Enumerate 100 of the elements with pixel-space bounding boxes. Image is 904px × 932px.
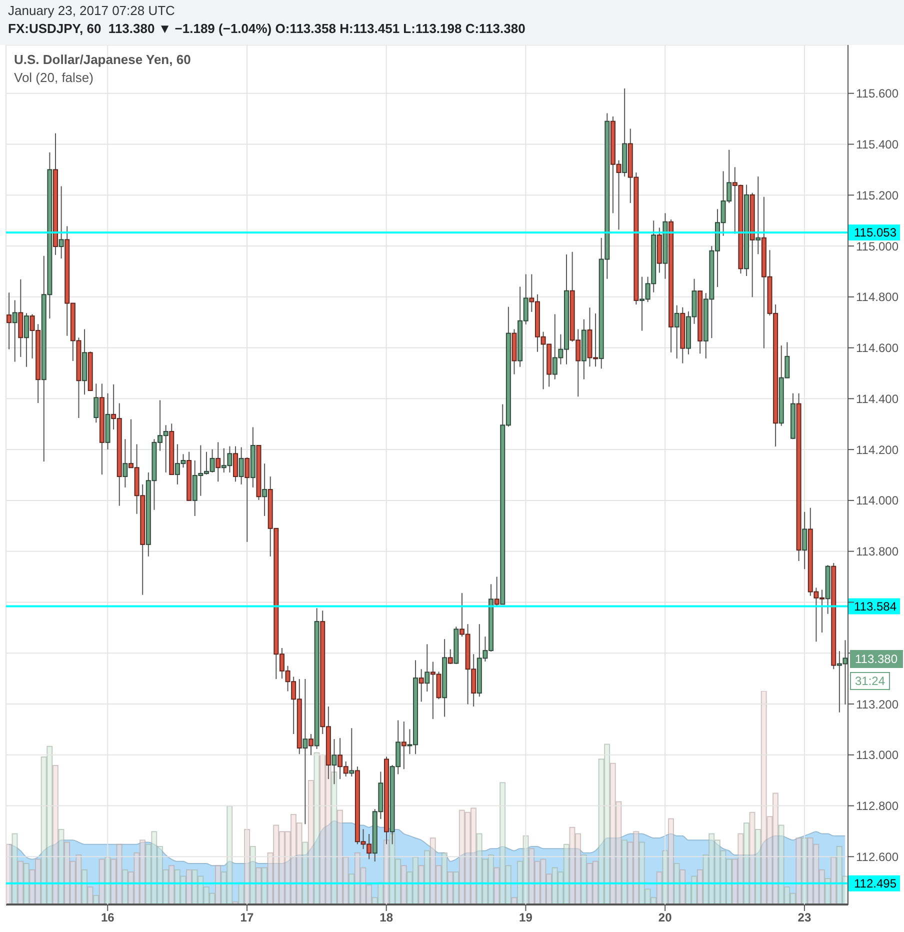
candlestick (424, 644, 430, 692)
ref-line-label: 115.053 (854, 226, 897, 240)
bar (320, 754, 326, 904)
candlestick (24, 312, 29, 368)
bar (203, 886, 210, 904)
y-tick-label: 112.600 (856, 850, 899, 864)
bar (644, 888, 651, 904)
bar (256, 867, 262, 904)
bar (336, 810, 343, 904)
bar (668, 818, 674, 904)
bar (569, 826, 576, 904)
bar (546, 874, 552, 904)
bar (302, 842, 308, 904)
y-tick-label: 114.400 (856, 392, 899, 406)
bar (500, 782, 506, 904)
candlestick (238, 446, 244, 485)
bar (93, 894, 100, 904)
bar (453, 872, 460, 904)
bar (738, 833, 744, 904)
bar (46, 746, 53, 904)
bar (592, 860, 598, 904)
candlestick (349, 728, 354, 778)
candlestick (262, 463, 268, 516)
bar (558, 872, 564, 904)
ref-line-label: 113.584 (854, 599, 897, 614)
bar (122, 869, 128, 904)
candlestick (58, 186, 64, 259)
annotation: Vol (20, false) (14, 69, 94, 87)
x-tick-label: 17 (240, 910, 254, 925)
x-tick-label: 19 (519, 910, 533, 925)
bar (836, 846, 842, 904)
y-tick-label: 113.800 (856, 544, 899, 559)
candlestick (6, 292, 12, 350)
y-tick-label: 112.800 (856, 799, 899, 814)
y-tick-label: 113.200 (856, 697, 899, 712)
candlestick (233, 446, 238, 482)
bar (29, 869, 36, 904)
candlestick (802, 511, 808, 570)
y-tick-label: 114.600 (856, 341, 899, 356)
candlestick (418, 668, 424, 702)
bar (633, 831, 640, 904)
bar (680, 869, 686, 904)
bar (505, 865, 512, 904)
candlestick (448, 648, 453, 665)
text: 113.380 (850, 650, 902, 668)
bar (813, 844, 820, 904)
bar (151, 831, 158, 904)
bar (436, 865, 442, 904)
candlestick (94, 383, 99, 424)
bar (610, 762, 616, 904)
candlestick (122, 438, 128, 488)
bar (482, 858, 488, 904)
bar (76, 854, 82, 904)
text: 31:24 (850, 672, 890, 690)
candlestick (494, 576, 500, 608)
bar (616, 801, 622, 904)
bar (430, 837, 436, 904)
bar (766, 816, 773, 904)
bar (18, 860, 24, 904)
bar (58, 828, 64, 904)
y-tick-label: 114.000 (856, 494, 899, 508)
y-tick-label: 115.200 (856, 188, 899, 202)
bar (650, 897, 657, 904)
bar (604, 744, 610, 904)
bar (81, 869, 88, 904)
bar (586, 863, 593, 904)
bar (140, 840, 146, 904)
bar (331, 771, 338, 904)
y-tick-label: 113.000 (856, 748, 899, 762)
bar (64, 842, 70, 904)
bar (772, 792, 778, 904)
bar (134, 852, 140, 904)
bar (638, 842, 645, 904)
bar (778, 824, 784, 904)
candlestick (216, 442, 221, 482)
bar (226, 806, 233, 904)
candlestick (756, 176, 761, 255)
bar (348, 874, 355, 904)
bar (209, 892, 216, 904)
bar (87, 886, 94, 904)
y-tick-label: 114.200 (856, 442, 899, 457)
bar (749, 812, 756, 904)
bar (110, 858, 116, 904)
bar (314, 752, 320, 904)
bar (621, 840, 628, 904)
candlestick (401, 721, 406, 770)
candlestick (12, 300, 18, 362)
bar (12, 833, 18, 904)
candlestick (674, 304, 680, 359)
y-tick-label: 114.800 (856, 290, 899, 304)
bar (696, 869, 703, 904)
x-tick-label: 16 (100, 910, 115, 925)
bar (760, 691, 767, 904)
candlestick (302, 678, 308, 825)
bar (215, 865, 222, 904)
bar (528, 848, 535, 904)
bar (284, 831, 291, 904)
x-tick-label: 18 (380, 910, 394, 925)
x-tick-label: 23 (798, 910, 812, 925)
bar (755, 828, 762, 904)
